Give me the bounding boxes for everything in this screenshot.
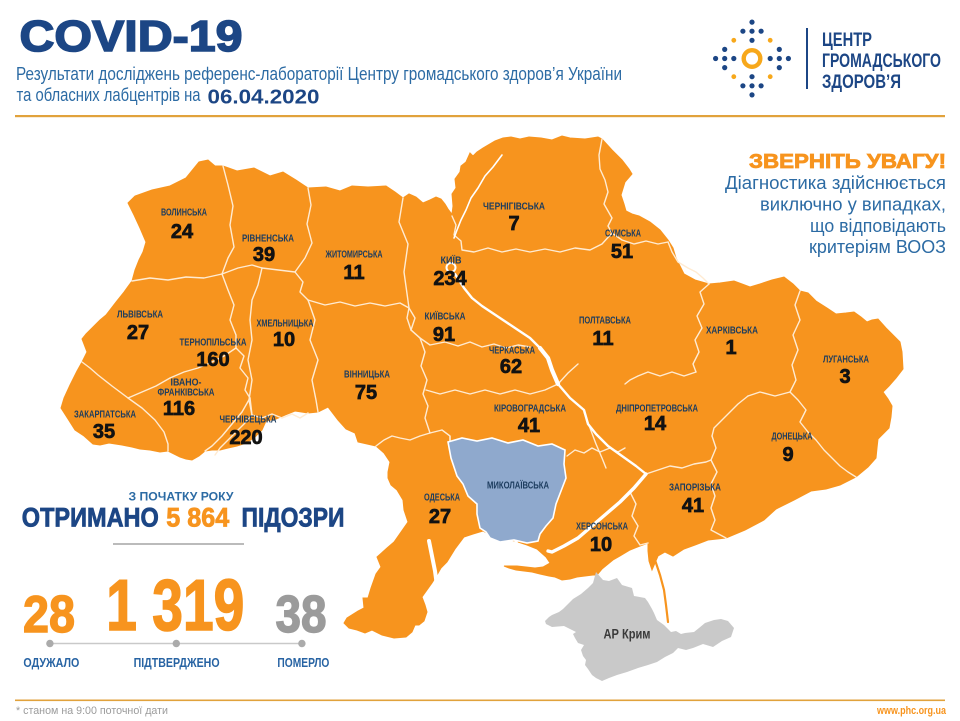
svg-text:ЗВЕРНІТЬ УВАГУ!: ЗВЕРНІТЬ УВАГУ! <box>749 151 946 173</box>
svg-text:ЖИТОМИРСЬКА: ЖИТОМИРСЬКА <box>325 250 383 261</box>
svg-text:11: 11 <box>592 328 613 350</box>
svg-text:КІРОВОГРАДСЬКА: КІРОВОГРАДСЬКА <box>494 404 566 415</box>
svg-text:10: 10 <box>590 534 612 556</box>
svg-text:116: 116 <box>163 398 195 420</box>
svg-text:ЗАПОРІЗЬКА: ЗАПОРІЗЬКА <box>669 483 721 494</box>
svg-text:Діагностика здійснюється: Діагностика здійснюється <box>725 173 946 193</box>
svg-text:ПІДОЗРИ: ПІДОЗРИ <box>242 503 345 533</box>
svg-text:14: 14 <box>644 413 667 435</box>
svg-text:1 319: 1 319 <box>106 566 244 646</box>
svg-text:ІВАНО-: ІВАНО- <box>171 378 202 389</box>
svg-text:ЗАКАРПАТСЬКА: ЗАКАРПАТСЬКА <box>74 410 136 421</box>
svg-text:ХАРКІВСЬКА: ХАРКІВСЬКА <box>706 326 758 337</box>
svg-text:що відповідають: що відповідають <box>810 216 946 236</box>
svg-text:35: 35 <box>93 421 115 443</box>
svg-text:11: 11 <box>343 262 364 284</box>
svg-text:ДНІПРОПЕТРОВСЬКА: ДНІПРОПЕТРОВСЬКА <box>616 404 698 415</box>
svg-text:ОТРИМАНО: ОТРИМАНО <box>22 503 159 533</box>
svg-text:27: 27 <box>127 322 149 344</box>
svg-text:9: 9 <box>782 444 793 466</box>
svg-text:www.phc.org.ua: www.phc.org.ua <box>876 705 947 717</box>
svg-text:ПІДТВЕРДЖЕНО: ПІДТВЕРДЖЕНО <box>134 655 220 670</box>
svg-text:КИЇВСЬКА: КИЇВСЬКА <box>425 310 466 323</box>
svg-text:234: 234 <box>433 268 467 290</box>
svg-text:ОДЕСЬКА: ОДЕСЬКА <box>424 493 460 504</box>
svg-text:91: 91 <box>433 324 455 346</box>
svg-text:3: 3 <box>839 366 850 388</box>
svg-text:7: 7 <box>508 213 519 235</box>
svg-text:1: 1 <box>725 337 736 359</box>
svg-text:ВОЛИНСЬКА: ВОЛИНСЬКА <box>161 208 207 219</box>
svg-text:ДОНЕЦЬКА: ДОНЕЦЬКА <box>772 432 813 443</box>
svg-text:РІВНЕНСЬКА: РІВНЕНСЬКА <box>242 234 294 245</box>
svg-text:COVID-19: COVID-19 <box>20 12 243 61</box>
svg-text:ЛУГАНСЬКА: ЛУГАНСЬКА <box>823 355 869 366</box>
svg-text:27: 27 <box>429 506 451 528</box>
svg-text:МИКОЛАЇВСЬКА: МИКОЛАЇВСЬКА <box>487 479 549 492</box>
svg-text:ЧЕРНІГІВСЬКА: ЧЕРНІГІВСЬКА <box>483 202 545 213</box>
svg-text:ЧЕРНІВЕЦЬКА: ЧЕРНІВЕЦЬКА <box>220 415 277 426</box>
svg-text:ЦЕНТР: ЦЕНТР <box>822 30 872 51</box>
svg-text:62: 62 <box>500 356 522 378</box>
svg-text:24: 24 <box>171 221 194 243</box>
svg-text:ЗДОРОВ’Я: ЗДОРОВ’Я <box>822 72 901 93</box>
svg-text:ТЕРНОПІЛЬСЬКА: ТЕРНОПІЛЬСЬКА <box>180 338 247 349</box>
svg-text:виключно у випадках,: виключно у випадках, <box>760 195 946 215</box>
svg-text:41: 41 <box>682 495 704 517</box>
svg-text:та обласних лабцентрів на: та обласних лабцентрів на <box>17 85 202 105</box>
svg-text:СУМСЬКА: СУМСЬКА <box>605 229 641 240</box>
svg-text:ВІННИЦЬКА: ВІННИЦЬКА <box>344 370 390 381</box>
svg-text:10: 10 <box>273 329 295 351</box>
svg-text:ЛЬВІВСЬКА: ЛЬВІВСЬКА <box>117 310 163 321</box>
svg-text:ПОЛТАВСЬКА: ПОЛТАВСЬКА <box>579 316 631 327</box>
svg-text:220: 220 <box>229 427 262 449</box>
svg-text:ЧЕРКАСЬКА: ЧЕРКАСЬКА <box>489 346 535 357</box>
svg-text:ХЕРСОНСЬКА: ХЕРСОНСЬКА <box>576 522 628 533</box>
svg-text:АР Крим: АР Крим <box>604 627 651 642</box>
svg-text:критеріям ВООЗ: критеріям ВООЗ <box>809 237 946 257</box>
svg-text:ПОМЕРЛО: ПОМЕРЛО <box>277 655 329 670</box>
svg-text:ГРОМАДСЬКОГО: ГРОМАДСЬКОГО <box>822 51 941 72</box>
svg-text:КИЇВ: КИЇВ <box>441 254 462 267</box>
svg-text:06.04.2020: 06.04.2020 <box>208 86 320 109</box>
svg-text:5 864: 5 864 <box>166 503 229 533</box>
svg-text:41: 41 <box>518 415 540 437</box>
svg-text:ОДУЖАЛО: ОДУЖАЛО <box>23 655 79 670</box>
svg-text:75: 75 <box>355 382 377 404</box>
svg-text:39: 39 <box>253 244 275 266</box>
svg-text:51: 51 <box>611 241 633 263</box>
svg-text:З ПОЧАТКУ РОКУ: З ПОЧАТКУ РОКУ <box>129 492 235 504</box>
svg-text:ХМЕЛЬНИЦЬКА: ХМЕЛЬНИЦЬКА <box>257 319 314 330</box>
svg-text:28: 28 <box>23 586 75 644</box>
svg-text:38: 38 <box>276 586 327 644</box>
svg-text:ФРАНКІВСЬКА: ФРАНКІВСЬКА <box>158 388 215 399</box>
svg-text:Результати досліджень референс: Результати досліджень референс-лаборатор… <box>16 64 622 84</box>
svg-text:160: 160 <box>196 349 229 371</box>
svg-text:* станом на 9:00 поточної дати: * станом на 9:00 поточної дати <box>16 705 168 717</box>
